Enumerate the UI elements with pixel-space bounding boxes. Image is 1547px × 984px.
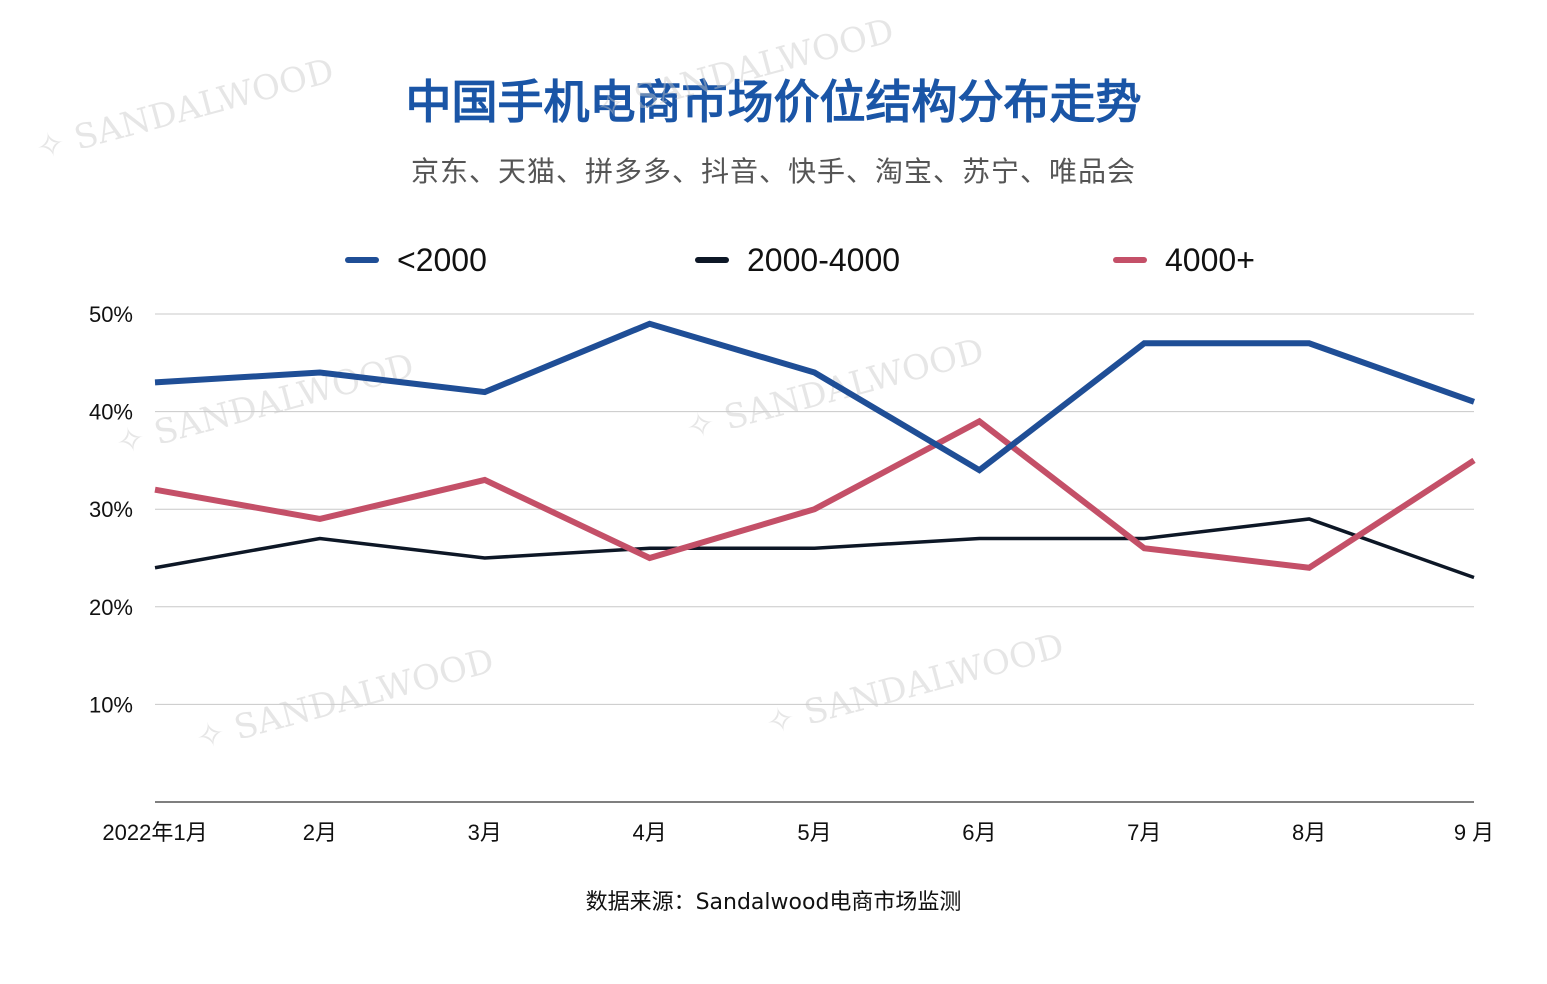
watermark-text: ✧ SANDALWOOD — [592, 11, 898, 129]
series-lines — [154, 320, 1476, 580]
chart-subtitle: 京东、天猫、拼多多、抖音、快手、淘宝、苏宁、唯品会 — [410, 155, 1136, 188]
x-tick-label: 9 月 — [1454, 820, 1494, 845]
watermark-layer: ✧ SANDALWOOD ✧ SANDALWOOD ✧ SANDALWOOD ✧ SA… — [32, 11, 1068, 759]
y-tick-label: 20% — [89, 595, 133, 620]
legend-swatch-4000-plus — [1113, 257, 1147, 263]
legend-item-under-2000: <2000 — [345, 238, 487, 282]
x-tick-label: 4月 — [633, 820, 667, 845]
y-tick-label: 50% — [89, 302, 133, 327]
legend-item-2000-4000: 2000-4000 — [695, 238, 900, 282]
series-line-4000-plus — [154, 417, 1476, 571]
legend-swatch-2000-4000 — [695, 257, 729, 263]
y-axis-ticks: 10% 20% 30% 40% 50% — [89, 302, 133, 717]
x-tick-label: 6月 — [962, 820, 996, 845]
x-tick-label: 5月 — [797, 820, 831, 845]
x-tick-label: 8月 — [1292, 820, 1326, 845]
y-tick-label: 30% — [89, 497, 133, 522]
legend-label-under-2000: <2000 — [397, 241, 487, 278]
x-tick-label: 3月 — [468, 820, 502, 845]
series-line-2000-4000 — [154, 517, 1475, 580]
x-axis-ticks: 2022年1月 2月 3月 4月 5月 6月 7月 8月 9 月 — [102, 820, 1494, 845]
watermark-text: ✧ SANDALWOOD — [32, 51, 338, 169]
y-tick-label: 10% — [89, 692, 133, 717]
chart-title: 中国手机电商市场价位结构分布走势 — [405, 75, 1142, 129]
data-source-note: 数据来源：Sandalwood电商市场监测 — [585, 890, 962, 915]
legend-item-4000-plus: 4000+ — [1113, 238, 1255, 282]
watermark-text: ✧ SANDALWOOD — [112, 346, 418, 464]
watermark-text: ✧ SANDALWOOD — [762, 626, 1068, 744]
y-tick-label: 40% — [89, 400, 133, 425]
series-line-under-2000 — [154, 320, 1476, 474]
x-tick-label: 2022年1月 — [102, 820, 207, 845]
watermark-text: ✧ SANDALWOOD — [192, 641, 498, 759]
x-tick-label: 7月 — [1127, 820, 1161, 845]
legend-label-4000-plus: 4000+ — [1165, 241, 1255, 278]
legend-swatch-under-2000 — [345, 257, 379, 263]
x-tick-label: 2月 — [303, 820, 337, 845]
legend-label-2000-4000: 2000-4000 — [747, 241, 901, 278]
